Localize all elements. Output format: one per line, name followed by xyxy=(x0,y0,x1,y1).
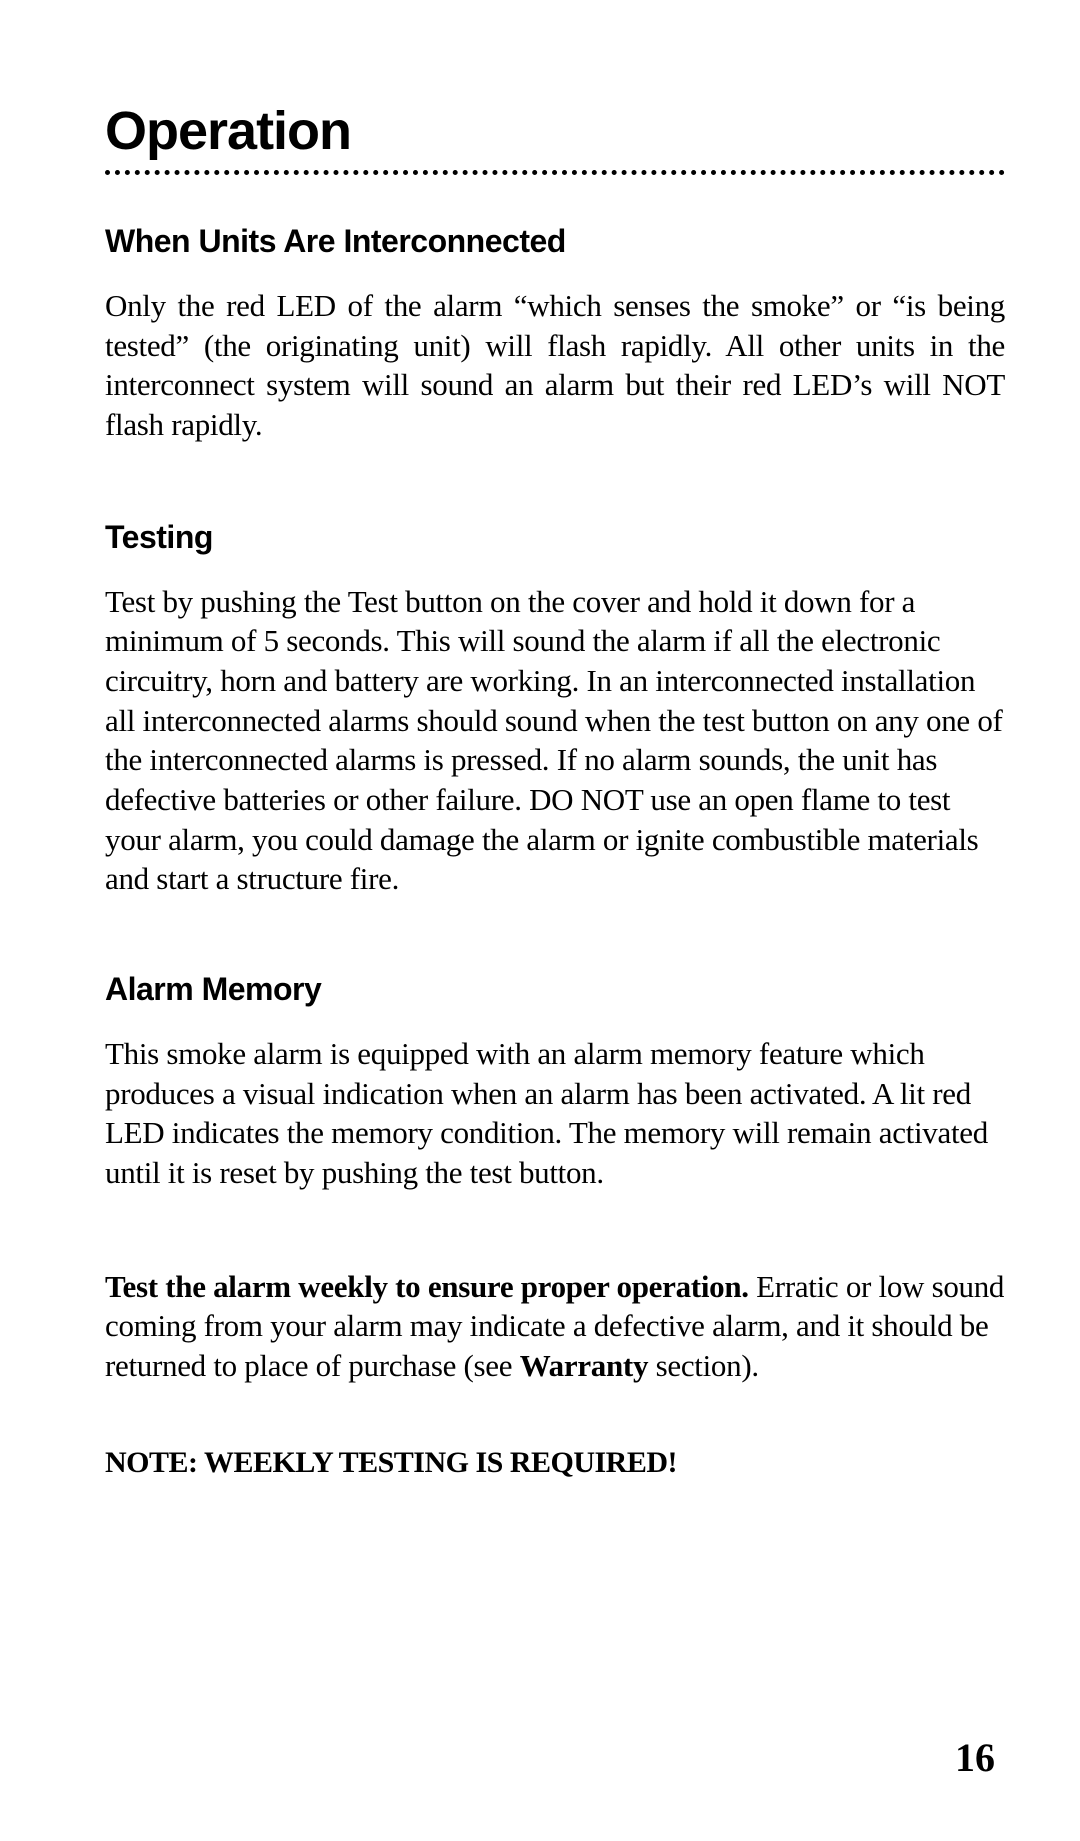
section-body-testing: Test by pushing the Test button on the c… xyxy=(105,582,1005,899)
page-title: Operation xyxy=(105,100,1005,162)
heading-divider xyxy=(105,170,1005,175)
weekly-testing-note: NOTE: WEEKLY TESTING IS REQUIRED! xyxy=(105,1446,1005,1480)
section-body-alarm-memory: This smoke alarm is equipped with an ala… xyxy=(105,1034,1005,1193)
weekly-test-advice: Test the alarm weekly to ensure proper o… xyxy=(105,1267,1005,1386)
section-heading-testing: Testing xyxy=(105,519,1005,556)
section-heading-interconnected: When Units Are Interconnected xyxy=(105,223,1005,260)
weekly-test-lead: Test the alarm weekly to ensure proper o… xyxy=(105,1269,749,1304)
page-number: 16 xyxy=(955,1734,995,1781)
section-heading-alarm-memory: Alarm Memory xyxy=(105,971,1005,1008)
document-page: Operation When Units Are Interconnected … xyxy=(0,0,1080,1841)
section-body-interconnected: Only the red LED of the alarm “which sen… xyxy=(105,286,1005,445)
weekly-test-rest-after: section). xyxy=(648,1348,759,1383)
warranty-ref: Warranty xyxy=(520,1348,648,1383)
